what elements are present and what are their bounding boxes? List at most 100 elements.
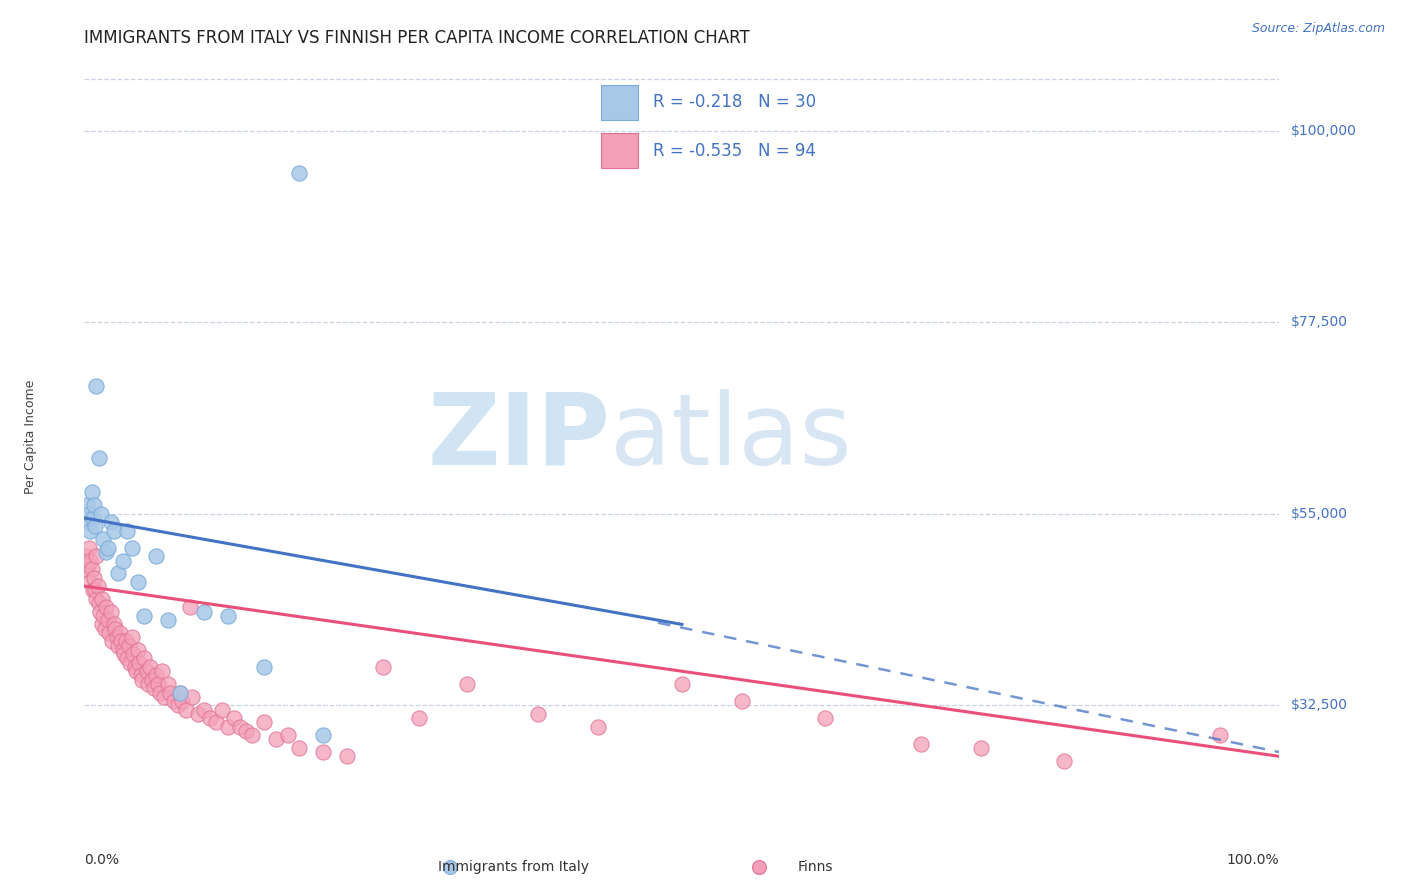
Point	[110, 634, 132, 648]
Point	[169, 685, 191, 699]
Point	[1209, 728, 1232, 742]
Point	[112, 647, 135, 661]
Point	[121, 541, 143, 555]
Point	[253, 715, 276, 730]
Point	[103, 617, 125, 632]
Point	[89, 605, 111, 619]
Point	[288, 166, 311, 180]
Point	[136, 677, 159, 691]
Point	[97, 541, 120, 555]
Text: Per Capita Income: Per Capita Income	[24, 380, 37, 494]
Point	[86, 591, 108, 606]
Point	[193, 605, 215, 619]
Point	[100, 605, 122, 619]
Point	[93, 533, 115, 547]
Text: IMMIGRANTS FROM ITALY VS FINNISH PER CAPITA INCOME CORRELATION CHART: IMMIGRANTS FROM ITALY VS FINNISH PER CAP…	[84, 29, 751, 47]
Point	[125, 664, 148, 679]
Point	[174, 702, 197, 716]
Point	[588, 720, 610, 734]
Point	[456, 677, 478, 691]
Point	[910, 737, 932, 751]
Point	[121, 630, 143, 644]
Point	[79, 524, 101, 538]
Point	[312, 728, 335, 742]
Point	[172, 694, 194, 708]
Point	[814, 711, 837, 725]
Point	[217, 720, 239, 734]
Point	[235, 723, 257, 738]
Point	[336, 749, 359, 764]
Point	[288, 740, 311, 755]
Point	[748, 860, 770, 874]
Text: 100.0%: 100.0%	[1227, 853, 1279, 867]
Point	[312, 745, 335, 759]
Text: $55,000: $55,000	[1291, 507, 1347, 521]
Point	[107, 566, 129, 581]
Point	[181, 690, 204, 704]
Point	[229, 720, 252, 734]
Point	[87, 451, 110, 466]
Text: atlas: atlas	[610, 389, 852, 485]
Point	[105, 630, 128, 644]
Point	[111, 643, 134, 657]
Text: 0.0%: 0.0%	[84, 853, 120, 867]
Text: ZIP: ZIP	[427, 389, 610, 485]
Point	[93, 608, 115, 623]
Point	[83, 498, 105, 512]
Point	[94, 545, 117, 559]
Point	[139, 660, 162, 674]
Point	[135, 664, 157, 679]
Point	[83, 571, 105, 585]
Point	[76, 498, 98, 512]
Point	[211, 702, 233, 716]
Point	[86, 379, 108, 393]
Point	[179, 600, 201, 615]
Point	[84, 583, 107, 598]
Point	[103, 524, 125, 538]
Point	[117, 639, 139, 653]
Point	[91, 617, 114, 632]
Point	[111, 553, 134, 567]
Point	[100, 515, 122, 529]
Point	[153, 690, 176, 704]
Point	[163, 694, 186, 708]
Point	[145, 668, 167, 682]
Point	[132, 651, 156, 665]
Point	[129, 668, 152, 682]
Text: $32,500: $32,500	[1291, 698, 1347, 713]
Point	[132, 608, 156, 623]
Point	[217, 608, 239, 623]
Point	[77, 558, 100, 572]
Point	[127, 643, 149, 657]
Point	[124, 660, 146, 674]
Point	[107, 639, 129, 653]
Point	[527, 706, 550, 721]
Point	[240, 728, 263, 742]
Point	[87, 596, 110, 610]
Point	[77, 507, 100, 521]
Point	[98, 626, 121, 640]
Text: R = -0.218   N = 30: R = -0.218 N = 30	[652, 94, 815, 112]
Point	[169, 685, 191, 699]
Point	[671, 677, 693, 691]
Point	[80, 562, 103, 576]
Point	[159, 685, 181, 699]
Point	[122, 647, 145, 661]
Point	[253, 660, 276, 674]
Point	[205, 715, 228, 730]
FancyBboxPatch shape	[602, 133, 638, 168]
Point	[408, 711, 430, 725]
Point	[1053, 754, 1076, 768]
Text: $100,000: $100,000	[1291, 124, 1357, 137]
Point	[101, 634, 124, 648]
Point	[93, 622, 115, 636]
Point	[90, 507, 112, 521]
Point	[86, 549, 108, 564]
Point	[79, 553, 101, 567]
Point	[118, 656, 141, 670]
Text: Immigrants from Italy: Immigrants from Italy	[437, 860, 589, 874]
Point	[128, 656, 150, 670]
Point	[91, 591, 114, 606]
Point	[86, 579, 108, 593]
Point	[84, 519, 107, 533]
